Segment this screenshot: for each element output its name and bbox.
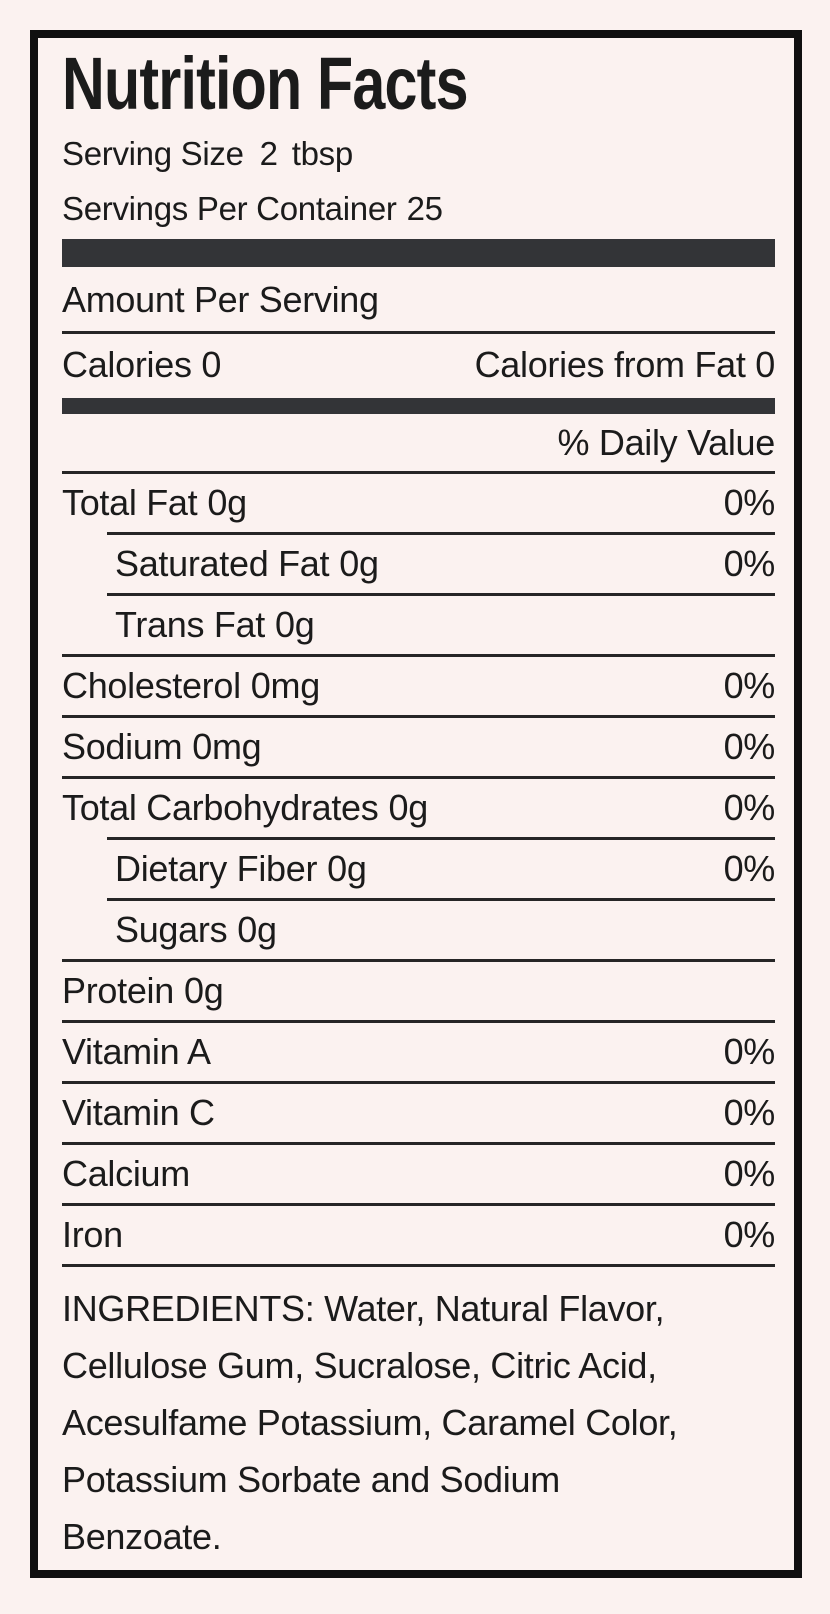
calories-value: 0 — [201, 344, 222, 385]
nutrient-row-sugars: Sugars 0g — [62, 901, 775, 959]
nutrient-amount: 0g — [327, 848, 367, 889]
amount-per-serving-label: Amount Per Serving — [62, 279, 379, 320]
nutrient-row-vitamin-a: Vitamin A 0% — [62, 1023, 775, 1081]
ingredients-line: Acesulfame Potassium, Caramel Color, — [62, 1402, 678, 1443]
servings-per-container-label: Servings Per Container — [62, 190, 397, 227]
calories-label: Calories — [62, 344, 192, 385]
nutrient-name: Cholesterol — [62, 665, 241, 706]
nutrient-row-total-carbohydrates: Total Carbohydrates 0g 0% — [62, 779, 775, 837]
separator-rule — [62, 1020, 775, 1023]
separator-rule — [62, 959, 775, 962]
nutrient-row-saturated-fat: Saturated Fat 0g 0% — [62, 535, 775, 593]
nutrient-row-calcium: Calcium 0% — [62, 1145, 775, 1203]
separator-rule — [62, 1203, 775, 1206]
separator-rule — [62, 1081, 775, 1084]
calories-from-fat-cell: Calories from Fat 0 — [474, 344, 776, 385]
nutrient-name: Sugars — [115, 909, 228, 950]
ingredients-line: Potassium Sorbate and Sodium — [62, 1459, 560, 1500]
calories-from-fat-value: 0 — [755, 344, 775, 385]
servings-per-container-value: 25 — [406, 190, 443, 227]
calories-from-fat-label: Calories from Fat — [474, 344, 746, 385]
nutrient-row-total-fat: Total Fat 0g 0% — [62, 474, 775, 532]
nutrient-row-trans-fat: Trans Fat 0g — [62, 596, 775, 654]
separator-rule — [107, 898, 775, 901]
nutrient-name: Vitamin A — [62, 1031, 211, 1072]
nutrition-facts-label: Nutrition Facts Serving Size 2 tbsp Servin… — [30, 30, 802, 1578]
nutrient-amount: 0g — [237, 909, 277, 950]
nutrient-amount: 0g — [388, 787, 428, 828]
nutrient-pct: 0% — [723, 726, 776, 767]
separator-rule — [107, 532, 775, 535]
nutrient-name: Saturated Fat — [115, 543, 330, 584]
nutrient-name: Sodium — [62, 726, 183, 767]
serving-size-value: 2 — [259, 135, 278, 172]
serving-size-label: Serving Size — [62, 135, 244, 172]
nutrient-amount: 0g — [207, 482, 247, 523]
nutrient-pct: 0% — [723, 482, 776, 523]
calories-cell: Calories 0 — [62, 347, 221, 383]
nutrient-amount: 0mg — [250, 665, 320, 706]
nutrient-row-protein: Protein 0g — [62, 962, 775, 1020]
separator-rule — [62, 1264, 775, 1267]
nutrient-pct: 0% — [723, 1092, 776, 1133]
thick-divider-bar-top — [62, 239, 775, 267]
nutrient-pct: 0% — [723, 848, 776, 889]
separator-rule — [62, 776, 775, 779]
separator-rule — [62, 715, 775, 718]
nutrient-amount: 0g — [339, 543, 379, 584]
nutrient-name: Calcium — [62, 1153, 190, 1194]
servings-per-container-line: Servings Per Container 25 — [62, 192, 775, 226]
nutrient-pct: 0% — [723, 787, 776, 828]
nutrient-pct: 0% — [723, 665, 776, 706]
calories-row: Calories 0 Calories from Fat 0 — [62, 334, 775, 398]
nutrient-row-vitamin-c: Vitamin C 0% — [62, 1084, 775, 1142]
nutrient-row-cholesterol: Cholesterol 0mg 0% — [62, 657, 775, 715]
nutrient-name: Protein — [62, 970, 174, 1011]
nutrient-name: Total Fat — [62, 482, 198, 523]
separator-rule — [62, 654, 775, 657]
amount-per-serving-row: Amount Per Serving — [62, 267, 775, 334]
nutrient-row-dietary-fiber: Dietary Fiber 0g 0% — [62, 840, 775, 898]
ingredients-line: INGREDIENTS: Water, Natural Flavor, — [62, 1288, 665, 1329]
thick-divider-bar-middle — [62, 398, 775, 414]
nutrient-pct: 0% — [723, 543, 776, 584]
nutrient-name: Iron — [62, 1214, 123, 1255]
separator-rule — [107, 593, 775, 596]
nutrient-amount: 0mg — [192, 726, 262, 767]
nutrient-name: Vitamin C — [62, 1092, 215, 1133]
nutrient-amount: 0g — [183, 970, 224, 1011]
nutrient-row-iron: Iron 0% — [62, 1206, 775, 1264]
ingredients-line: Benzoate. — [62, 1516, 222, 1557]
ingredients-paragraph: INGREDIENTS: Water, Natural Flavor, Cell… — [62, 1280, 775, 1565]
serving-size-unit: tbsp — [291, 135, 353, 172]
nutrient-pct: 0% — [723, 1153, 776, 1194]
label-title: Nutrition Facts — [62, 42, 469, 125]
nutrient-amount: 0g — [275, 604, 315, 645]
daily-value-header-row: % Daily Value — [62, 414, 775, 474]
nutrient-name: Dietary Fiber — [115, 848, 318, 889]
separator-rule — [107, 837, 775, 840]
nutrient-name: Trans Fat — [115, 604, 266, 645]
serving-size-line: Serving Size 2 tbsp — [62, 137, 775, 171]
daily-value-header: % Daily Value — [557, 422, 775, 463]
separator-rule — [62, 1142, 775, 1145]
ingredients-line: Cellulose Gum, Sucralose, Citric Acid, — [62, 1345, 657, 1386]
nutrient-pct: 0% — [723, 1214, 776, 1255]
nutrient-name: Total Carbohydrates — [62, 787, 379, 828]
nutrient-pct: 0% — [723, 1031, 776, 1072]
nutrient-row-sodium: Sodium 0mg 0% — [62, 718, 775, 776]
